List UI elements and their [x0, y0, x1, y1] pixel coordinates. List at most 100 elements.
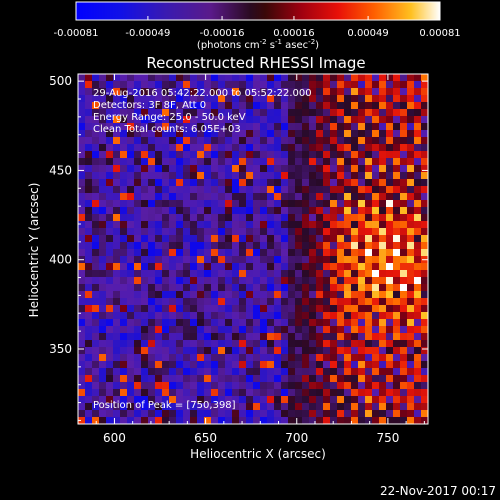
heatmap-cell	[337, 165, 345, 173]
heatmap-cell	[169, 417, 177, 425]
heatmap-cell	[330, 235, 338, 243]
heatmap-cell	[169, 319, 177, 327]
heatmap-cell	[190, 354, 198, 362]
heatmap-cell	[92, 144, 100, 152]
heatmap-cell	[358, 200, 366, 208]
heatmap-cell	[218, 291, 226, 299]
heatmap-cell	[253, 137, 261, 145]
heatmap-cell	[386, 158, 394, 166]
heatmap-cell	[330, 305, 338, 313]
heatmap-cell	[197, 172, 205, 180]
heatmap-cell	[239, 193, 247, 201]
heatmap-cell	[288, 382, 296, 390]
heatmap-cell	[421, 165, 429, 173]
heatmap-cell	[211, 88, 219, 96]
heatmap-cell	[169, 235, 177, 243]
heatmap-cell	[323, 109, 331, 117]
heatmap-cell	[316, 270, 324, 278]
heatmap-cell	[323, 333, 331, 341]
heatmap-cell	[162, 270, 170, 278]
heatmap-cell	[211, 165, 219, 173]
heatmap-cell	[106, 186, 114, 194]
heatmap-cell	[120, 221, 128, 229]
heatmap-cell	[183, 193, 191, 201]
heatmap-cell	[400, 410, 408, 418]
heatmap-cell	[351, 116, 359, 124]
heatmap-cell	[148, 340, 156, 348]
heatmap-cell	[295, 158, 303, 166]
heatmap-cell	[337, 319, 345, 327]
heatmap-cell	[267, 375, 275, 383]
heatmap-cell	[316, 410, 324, 418]
heatmap-cell	[267, 340, 275, 348]
heatmap-cell	[365, 305, 373, 313]
heatmap-cell	[281, 221, 289, 229]
heatmap-cell	[169, 389, 177, 397]
heatmap-cell	[134, 130, 142, 138]
heatmap-cell	[344, 410, 352, 418]
heatmap-cell	[358, 389, 366, 397]
heatmap-cell	[372, 263, 380, 271]
heatmap-cell	[379, 179, 387, 187]
heatmap-cell	[393, 214, 401, 222]
heatmap-cell	[421, 200, 429, 208]
heatmap-cell	[351, 368, 359, 376]
heatmap-cell	[239, 109, 247, 117]
heatmap-cell	[113, 179, 121, 187]
heatmap-cell	[106, 172, 114, 180]
heatmap-cell	[148, 361, 156, 369]
unit-exponent: -1	[275, 38, 282, 46]
heatmap-cell	[183, 368, 191, 376]
heatmap-cell	[309, 417, 317, 425]
heatmap-cell	[141, 242, 149, 250]
heatmap-cell	[421, 207, 429, 215]
heatmap-cell	[302, 396, 310, 404]
heatmap-cell	[421, 333, 429, 341]
heatmap-cell	[246, 354, 254, 362]
heatmap-cell	[190, 284, 198, 292]
heatmap-cell	[176, 74, 184, 82]
heatmap-cell	[148, 256, 156, 264]
heatmap-cell	[253, 347, 261, 355]
heatmap-cell	[197, 249, 205, 257]
heatmap-cell	[407, 312, 415, 320]
heatmap-cell	[246, 144, 254, 152]
heatmap-cell	[337, 200, 345, 208]
heatmap-cell	[218, 284, 226, 292]
heatmap-cell	[288, 193, 296, 201]
unit-exponent: -2	[260, 38, 267, 46]
heatmap-cell	[232, 165, 240, 173]
heatmap-cell	[197, 347, 205, 355]
heatmap-cell	[344, 95, 352, 103]
heatmap-cell	[92, 298, 100, 306]
heatmap-cell	[253, 130, 261, 138]
heatmap-cell	[281, 417, 289, 425]
heatmap-cell	[407, 165, 415, 173]
heatmap-cell	[386, 333, 394, 341]
heatmap-cell	[190, 368, 198, 376]
heatmap-cell	[281, 277, 289, 285]
heatmap-cell	[316, 172, 324, 180]
heatmap-cell	[393, 284, 401, 292]
heatmap-cell	[372, 172, 380, 180]
heatmap-cell	[134, 263, 142, 271]
heatmap-cell	[106, 361, 114, 369]
heatmap-cell	[78, 144, 86, 152]
heatmap-cell	[155, 368, 163, 376]
heatmap-cell	[246, 102, 254, 110]
heatmap-cell	[113, 326, 121, 334]
heatmap-cell	[239, 298, 247, 306]
heatmap-cell	[267, 102, 275, 110]
heatmap-cell	[330, 326, 338, 334]
heatmap-cell	[232, 158, 240, 166]
heatmap-cell	[162, 186, 170, 194]
heatmap-cell	[281, 305, 289, 313]
heatmap-cell	[253, 102, 261, 110]
heatmap-cell	[407, 193, 415, 201]
heatmap-cell	[176, 368, 184, 376]
heatmap-cell	[190, 109, 198, 117]
heatmap-cell	[414, 284, 422, 292]
heatmap-cell	[92, 151, 100, 159]
heatmap-cell	[281, 102, 289, 110]
heatmap-cell	[302, 221, 310, 229]
